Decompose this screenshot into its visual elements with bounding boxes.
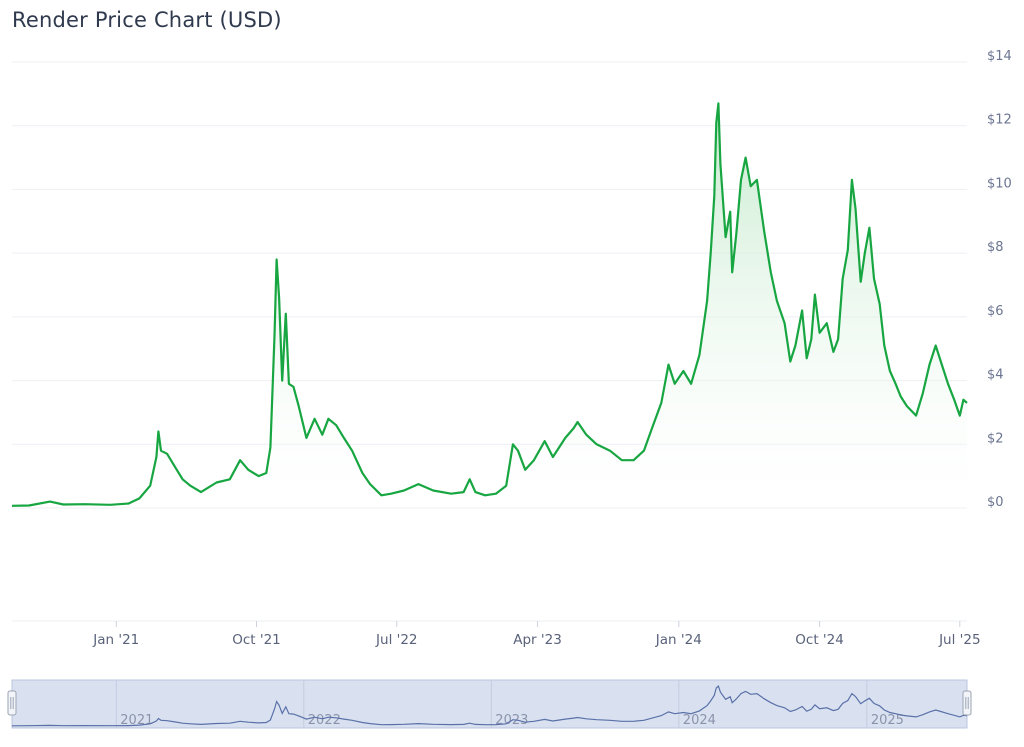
x-tick-label: Apr '23	[513, 632, 562, 648]
navigator-tick-label: 2025	[871, 713, 904, 728]
price-area	[12, 103, 967, 509]
x-tick-label: Jul '22	[375, 632, 417, 648]
navigator-right-handle[interactable]	[962, 690, 972, 716]
navigator-tick-label: 2022	[308, 713, 341, 728]
y-tick-label: $8	[987, 240, 1004, 255]
navigator-series-line	[11, 685, 968, 727]
x-axis: Jan '21 Oct '21 Jul '22 Apr '23 Jan '24 Oct '…	[92, 621, 981, 648]
y-tick-label: $14	[987, 49, 1012, 64]
y-tick-label: $4	[987, 368, 1004, 383]
x-tick-label: Oct '24	[795, 632, 844, 648]
y-tick-label: $6	[987, 304, 1004, 319]
range-navigator[interactable]: 2021 2022 2023 2024 2025	[7, 679, 972, 729]
handle-grip	[962, 690, 972, 716]
y-tick-label: $0	[987, 495, 1004, 510]
navigator-left-handle[interactable]	[7, 690, 17, 716]
navigator-selection[interactable]	[11, 679, 968, 729]
page-title: Render Price Chart (USD)	[12, 8, 282, 32]
navigator-tick-label: 2024	[683, 713, 716, 728]
x-tick-label: Jan '21	[92, 632, 139, 648]
y-axis: $0 $2 $4 $6 $8 $10 $12 $14	[987, 49, 1012, 510]
price-line	[11, 102, 968, 507]
x-tick-label: Jul '25	[938, 632, 980, 648]
x-tick-label: Jan '24	[655, 632, 702, 648]
y-tick-label: $2	[987, 431, 1004, 446]
x-tick-label: Oct '21	[232, 632, 281, 648]
y-tick-label: $12	[987, 113, 1012, 128]
handle-grip	[7, 690, 17, 716]
y-tick-label: $10	[987, 176, 1012, 191]
